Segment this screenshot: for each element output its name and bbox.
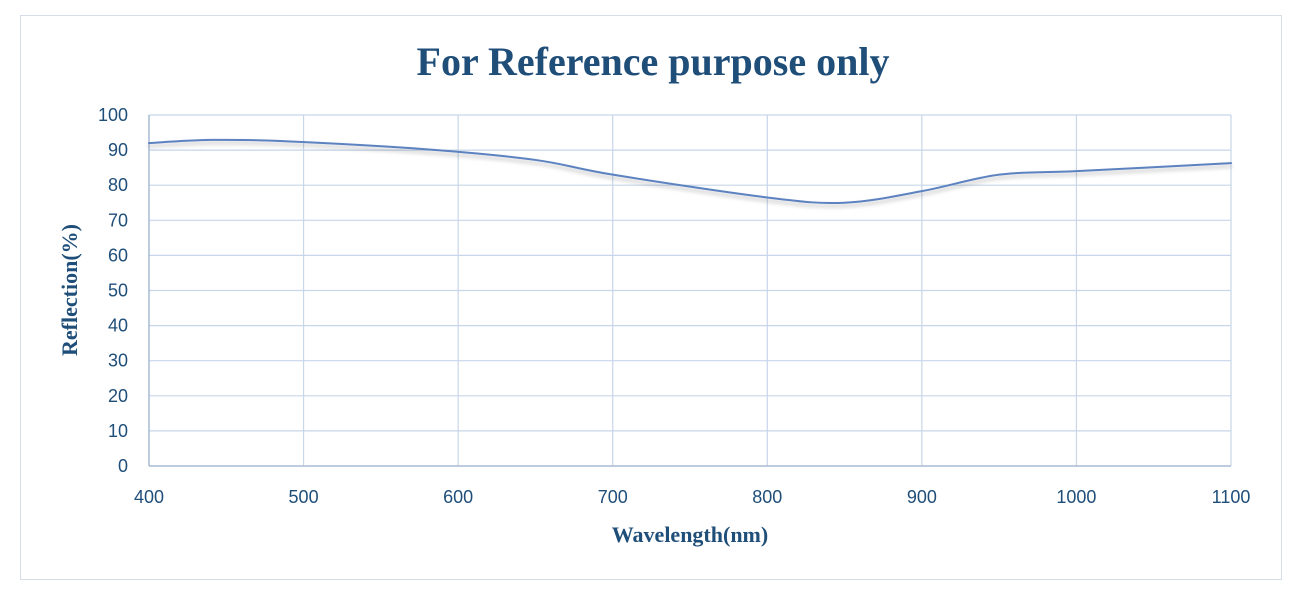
x-tick-label: 1000: [1056, 487, 1096, 507]
y-tick-label: 10: [108, 421, 128, 441]
y-tick-label: 90: [108, 140, 128, 160]
y-tick-label: 50: [108, 281, 128, 301]
chart-title: For Reference purpose only: [416, 39, 890, 84]
x-tick-label: 400: [134, 487, 164, 507]
x-tick-label: 900: [907, 487, 937, 507]
x-tick-label: 800: [752, 487, 782, 507]
y-tick-label: 30: [108, 351, 128, 371]
y-tick-label: 40: [108, 316, 128, 336]
series: [148, 138, 1232, 205]
x-axis-label: Wavelength(nm): [612, 522, 768, 547]
x-tick-label: 600: [443, 487, 473, 507]
y-axis-label: Reflection(%): [57, 224, 82, 356]
x-tick-label: 1100: [1212, 487, 1251, 507]
x-tick-label: 700: [598, 487, 628, 507]
y-tick-label: 60: [108, 245, 128, 265]
axes: [148, 115, 1231, 467]
y-tick-label: 0: [118, 456, 128, 476]
y-tick-label: 80: [108, 175, 128, 195]
series-line: [148, 138, 1232, 205]
chart-frame: [20, 15, 1282, 580]
grid: [149, 114, 1232, 466]
y-tick-label: 100: [98, 105, 128, 125]
y-tick-label: 70: [108, 210, 128, 230]
tick-labels: 0 10 20 30 40 50 60 70 80 90 100 400 500 600 700 800 900…: [98, 105, 1250, 507]
x-tick-label: 500: [289, 487, 319, 507]
y-tick-label: 20: [108, 386, 128, 406]
